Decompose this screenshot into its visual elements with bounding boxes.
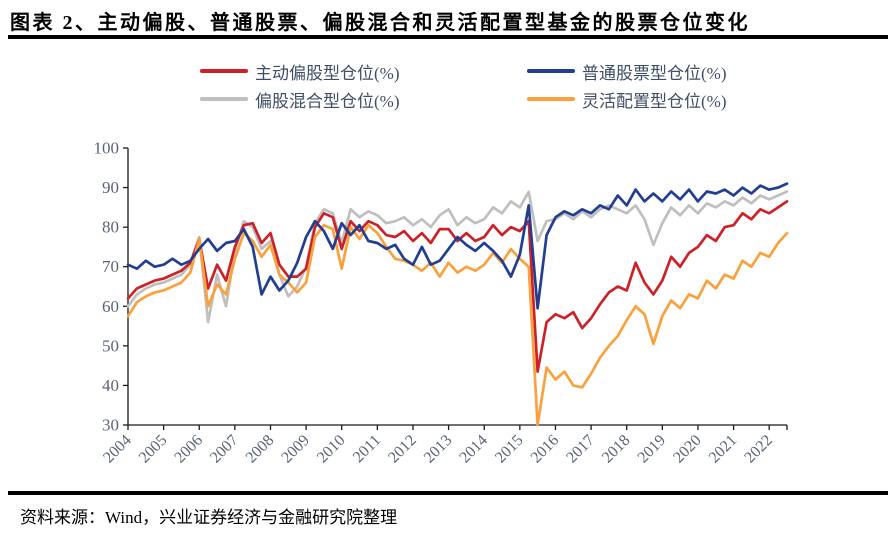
series-line-2	[126, 190, 789, 324]
legend-swatch-orange	[527, 97, 575, 101]
legend-item-active-equity: 主动偏股型仓位(%)	[200, 60, 400, 83]
x-tick-label: 2017	[563, 432, 598, 467]
x-tick-label: 2010	[314, 432, 349, 467]
figure-title: 图表 2、主动偏股、普通股票、偏股混合和灵活配置型基金的股票仓位变化	[10, 12, 750, 34]
y-tick-label: 40	[102, 376, 119, 395]
legend-item-equity-hybrid: 偏股混合型仓位(%)	[200, 88, 400, 111]
x-tick-label: 2019	[635, 432, 670, 467]
source-note: 资料来源：Wind，兴业证券经济与金融研究院整理	[20, 508, 398, 527]
x-tick-label: 2014	[456, 432, 491, 467]
x-tick-label: 2006	[171, 432, 206, 467]
legend-label: 偏股混合型仓位(%)	[255, 91, 400, 111]
legend-label: 主动偏股型仓位(%)	[255, 63, 400, 83]
legend-swatch-gray	[200, 97, 248, 101]
x-tick-label: 2015	[492, 432, 527, 467]
legend-label: 灵活配置型仓位(%)	[582, 91, 727, 111]
y-tick-label: 90	[102, 178, 119, 197]
x-tick-label: 2009	[278, 432, 313, 467]
x-tick-label: 2008	[243, 432, 278, 467]
x-tick-label: 2004	[100, 432, 135, 467]
y-tick-label: 60	[102, 297, 119, 316]
x-tick-label: 2012	[385, 432, 420, 467]
x-tick-label: 2011	[350, 432, 384, 466]
y-tick-label: 30	[102, 416, 119, 435]
y-tick-label: 70	[102, 257, 119, 276]
x-tick-label: 2021	[706, 432, 741, 467]
bottom-rule	[8, 491, 888, 495]
x-tick-label: 2016	[528, 432, 563, 467]
title-rule	[8, 35, 888, 39]
series-line-3	[126, 223, 789, 427]
legend-swatch-red	[200, 69, 248, 73]
series-line-1	[126, 182, 789, 310]
x-tick-label: 2007	[207, 432, 242, 467]
x-tick-label: 2005	[136, 432, 171, 467]
y-tick-label: 50	[102, 336, 119, 355]
y-tick-label: 80	[102, 218, 119, 237]
x-tick-label: 2018	[599, 432, 634, 467]
legend-item-flexible-allocation: 灵活配置型仓位(%)	[527, 88, 727, 111]
x-tick-label: 2022	[741, 432, 776, 467]
chart-legend: 主动偏股型仓位(%) 普通股票型仓位(%) 偏股混合型仓位(%) 灵活配置型仓位…	[0, 58, 896, 118]
legend-swatch-blue	[527, 69, 575, 73]
x-tick-label: 2020	[670, 432, 705, 467]
x-tick-label: 2013	[421, 432, 456, 467]
legend-label: 普通股票型仓位(%)	[582, 63, 727, 83]
series-line-0	[126, 200, 789, 373]
y-tick-label: 100	[94, 139, 120, 158]
legend-item-common-stock: 普通股票型仓位(%)	[527, 60, 727, 83]
